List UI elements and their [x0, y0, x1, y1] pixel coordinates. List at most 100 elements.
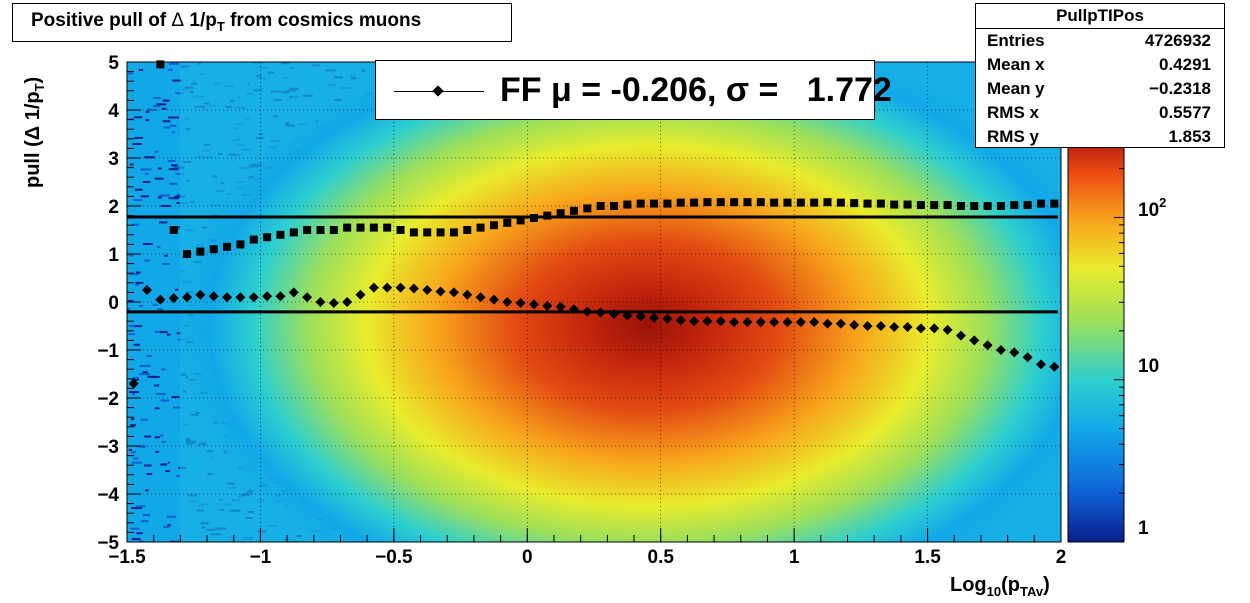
sparse-bin — [171, 396, 180, 399]
sparse-bin — [149, 80, 158, 83]
square-marker — [836, 198, 845, 207]
colorbar-label-100: 102 — [1138, 195, 1166, 221]
sparse-bin — [135, 445, 147, 448]
square-marker — [369, 223, 378, 232]
sparse-bin — [134, 434, 138, 437]
sparse-bin — [154, 407, 160, 410]
sparse-bin — [143, 464, 152, 467]
sparse-bin — [171, 373, 181, 376]
sparse-bin — [165, 97, 176, 100]
diamond-marker — [488, 294, 499, 305]
y-tick-label: −2 — [97, 389, 119, 410]
diamond-marker — [315, 297, 326, 307]
stats-box: PullpTIPos Entries 4726932 Mean x 0.4291 M… — [975, 3, 1225, 148]
sparse-bin — [128, 333, 136, 336]
sparse-bin — [154, 330, 161, 333]
sparse-bin — [136, 449, 140, 452]
x-tick-label: 2 — [1056, 547, 1067, 568]
sparse-bin — [148, 185, 154, 188]
square-marker — [529, 214, 538, 222]
diamond-marker — [502, 297, 513, 307]
sparse-bin — [152, 303, 158, 306]
sparse-bin — [169, 124, 177, 127]
x-tick-label: 0 — [522, 547, 533, 568]
diamond-marker — [382, 282, 393, 293]
diamond-marker — [622, 310, 633, 321]
square-marker — [556, 209, 565, 218]
sparse-bin — [170, 540, 179, 542]
sparse-bin — [135, 283, 139, 286]
sparse-bin — [150, 440, 155, 443]
diamond-marker — [702, 316, 713, 327]
diamond-marker — [475, 292, 486, 303]
sparse-bin — [149, 495, 158, 498]
sparse-bin — [161, 368, 166, 371]
square-marker — [156, 60, 165, 69]
sparse-bin — [148, 506, 152, 509]
diamond-marker — [422, 285, 433, 295]
square-marker — [890, 200, 899, 209]
sparse-bin — [175, 92, 185, 95]
square-marker — [970, 202, 979, 210]
diamond-marker — [302, 292, 313, 303]
square-marker — [703, 198, 712, 207]
sparse-bin — [131, 393, 136, 396]
diamond-marker — [408, 283, 419, 294]
sparse-bin — [173, 166, 182, 169]
y-tick-label: 0 — [108, 293, 119, 314]
sparse-bin — [128, 177, 135, 180]
square-marker — [810, 198, 819, 207]
sparse-bin — [160, 204, 171, 207]
square-marker — [1010, 201, 1019, 210]
diamond-marker — [235, 292, 246, 303]
sparse-bin — [141, 122, 152, 125]
sparse-bin — [133, 457, 139, 460]
stats-row: RMS y 1.853 — [987, 127, 1211, 146]
diamond-marker — [902, 321, 913, 332]
diamond-marker — [862, 321, 873, 331]
sparse-bin — [145, 125, 154, 128]
sparse-bin — [146, 472, 153, 475]
sparse-bin — [144, 156, 155, 159]
colorbar-label-10: 10 — [1138, 356, 1159, 377]
x-axis-label: Log10(pTAv) — [950, 574, 1050, 599]
sparse-bin — [131, 223, 139, 226]
diamond-marker — [555, 301, 566, 312]
sparse-bin — [167, 159, 176, 162]
sparse-bin — [153, 105, 161, 108]
square-marker — [249, 235, 258, 244]
diamond-marker — [462, 289, 473, 300]
sparse-bin — [138, 344, 147, 347]
diamond-marker — [168, 293, 179, 304]
x-tick-label: −0.5 — [375, 547, 413, 568]
sparse-bin — [160, 463, 167, 466]
square-marker — [903, 200, 912, 209]
sparse-bin — [169, 348, 176, 351]
sparse-bin — [140, 195, 149, 198]
sparse-bin — [155, 450, 159, 453]
sparse-bin — [173, 89, 184, 92]
sparse-bin — [157, 161, 163, 164]
sparse-bin — [145, 110, 150, 113]
sparse-bin — [135, 271, 141, 274]
sparse-bin — [134, 116, 143, 119]
square-marker — [303, 226, 312, 234]
square-marker — [503, 218, 512, 227]
sparse-bin — [130, 118, 134, 121]
sparse-bin — [128, 264, 137, 267]
sparse-bin — [127, 72, 133, 75]
diamond-marker — [875, 321, 886, 331]
diamond-marker — [222, 292, 233, 303]
sparse-bin — [144, 172, 149, 175]
square-marker — [743, 198, 752, 207]
sparse-bin — [168, 116, 179, 119]
diamond-marker — [889, 321, 900, 332]
square-marker — [436, 228, 445, 237]
sparse-bin — [162, 99, 170, 102]
diamond-marker — [1009, 347, 1020, 358]
sparse-bin — [171, 164, 178, 167]
sparse-bin — [147, 400, 156, 403]
x-tick-label: 0.5 — [648, 547, 675, 568]
square-marker — [610, 202, 619, 210]
